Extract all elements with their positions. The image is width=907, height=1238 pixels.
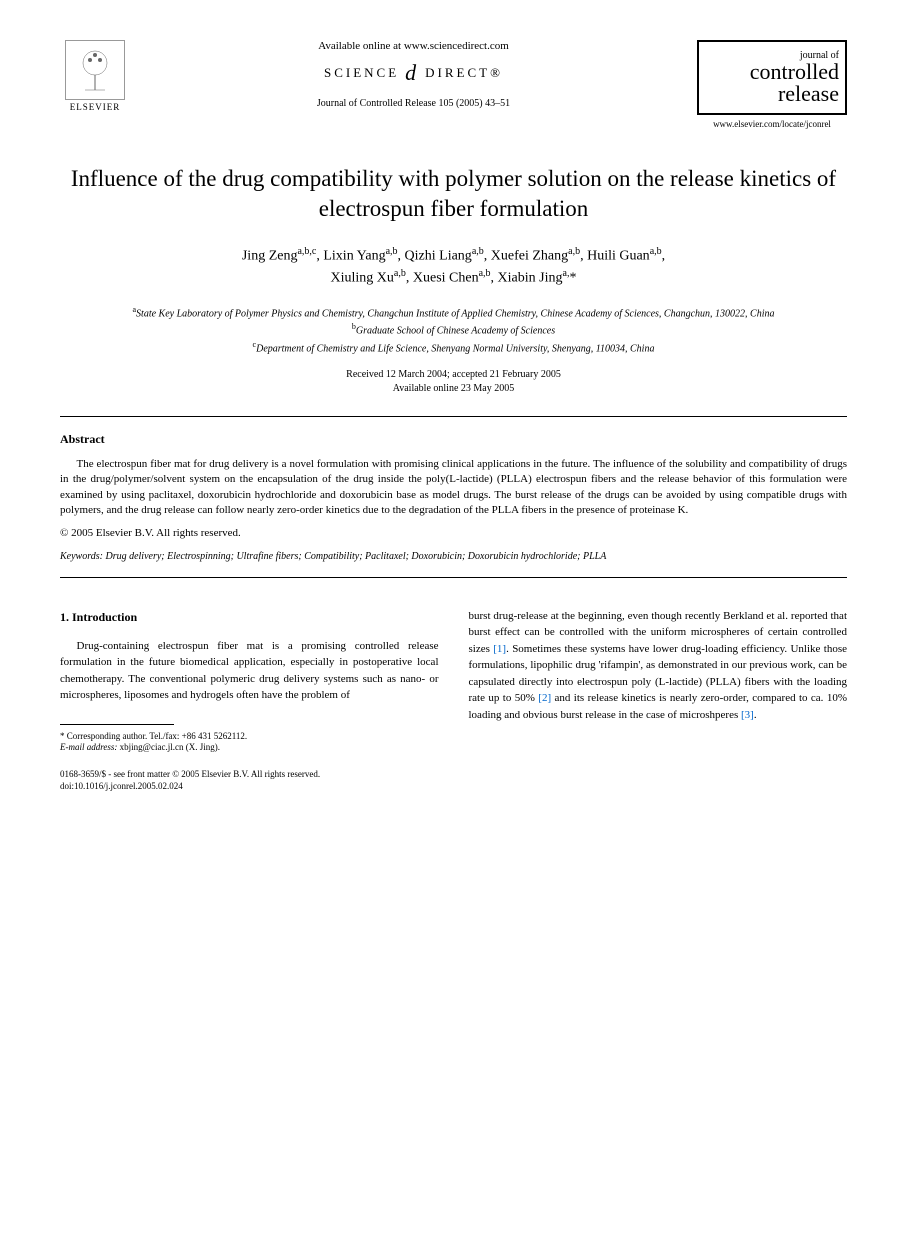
keywords-label: Keywords: xyxy=(60,551,103,562)
divider-top xyxy=(60,416,847,417)
left-column: 1. Introduction Drug-containing electros… xyxy=(60,608,439,793)
email-label: E-mail address: xyxy=(60,742,117,752)
received-accepted-date: Received 12 March 2004; accepted 21 Febr… xyxy=(346,369,561,380)
ref-link-3[interactable]: [3] xyxy=(741,709,754,721)
corresponding-author-text: * Corresponding author. Tel./fax: +86 43… xyxy=(60,731,439,743)
footer-info: 0168-3659/$ - see front matter © 2005 El… xyxy=(60,769,439,792)
science-direct-logo: SCIENCE d DIRECT® xyxy=(150,60,677,86)
publisher-logo: ELSEVIER xyxy=(60,40,130,120)
science-direct-icon: d xyxy=(405,60,419,86)
corresponding-author-footnote: * Corresponding author. Tel./fax: +86 43… xyxy=(60,731,439,754)
journal-reference: Journal of Controlled Release 105 (2005)… xyxy=(150,98,677,109)
article-title: Influence of the drug compatibility with… xyxy=(60,164,847,224)
science-direct-left: SCIENCE xyxy=(324,65,399,81)
authors-list: Jing Zenga,b,c, Lixin Yanga,b, Qizhi Lia… xyxy=(60,244,847,289)
intro-paragraph-1: Drug-containing electrospun fiber mat is… xyxy=(60,638,439,704)
journal-name-line1: controlled xyxy=(705,61,839,83)
body-columns: 1. Introduction Drug-containing electros… xyxy=(60,608,847,793)
doi-text: doi:10.1016/j.jconrel.2005.02.024 xyxy=(60,781,439,793)
keywords: Keywords: Drug delivery; Electrospinning… xyxy=(60,551,847,562)
intro-paragraph-2: burst drug-release at the beginning, eve… xyxy=(469,608,848,724)
keywords-text: Drug delivery; Electrospinning; Ultrafin… xyxy=(105,551,606,562)
abstract-text: The electrospun fiber mat for drug deliv… xyxy=(60,457,847,519)
abstract-heading: Abstract xyxy=(60,432,847,447)
affiliations: aState Key Laboratory of Polymer Physics… xyxy=(60,304,847,356)
available-online-text: Available online at www.sciencedirect.co… xyxy=(150,40,677,52)
section-1-heading: 1. Introduction xyxy=(60,608,439,626)
col2-part4: . xyxy=(754,709,757,721)
center-header: Available online at www.sciencedirect.co… xyxy=(130,40,697,109)
journal-url: www.elsevier.com/locate/jconrel xyxy=(697,119,847,129)
issn-text: 0168-3659/$ - see front matter © 2005 El… xyxy=(60,769,439,781)
ref-link-1[interactable]: [1] xyxy=(493,643,506,655)
header-row: ELSEVIER Available online at www.science… xyxy=(60,40,847,129)
publisher-name: ELSEVIER xyxy=(70,102,121,112)
science-direct-right: DIRECT® xyxy=(425,65,503,81)
journal-name-line2: release xyxy=(705,83,839,105)
journal-logo: journal of controlled release www.elsevi… xyxy=(697,40,847,129)
email-line: E-mail address: xbjing@ciac.jl.cn (X. Ji… xyxy=(60,742,439,754)
divider-bottom xyxy=(60,577,847,578)
right-column: burst drug-release at the beginning, eve… xyxy=(469,608,848,793)
email-address: xbjing@ciac.jl.cn (X. Jing). xyxy=(120,742,220,752)
online-date: Available online 23 May 2005 xyxy=(393,383,514,394)
footnote-divider xyxy=(60,724,174,725)
elsevier-tree-icon xyxy=(65,40,125,100)
copyright-text: © 2005 Elsevier B.V. All rights reserved… xyxy=(60,527,847,539)
article-dates: Received 12 March 2004; accepted 21 Febr… xyxy=(60,368,847,396)
journal-logo-box: journal of controlled release xyxy=(697,40,847,115)
affiliation-c: Department of Chemistry and Life Science… xyxy=(256,343,654,354)
affiliation-a: State Key Laboratory of Polymer Physics … xyxy=(136,308,774,319)
ref-link-2[interactable]: [2] xyxy=(538,692,551,704)
affiliation-b: Graduate School of Chinese Academy of Sc… xyxy=(356,326,555,337)
